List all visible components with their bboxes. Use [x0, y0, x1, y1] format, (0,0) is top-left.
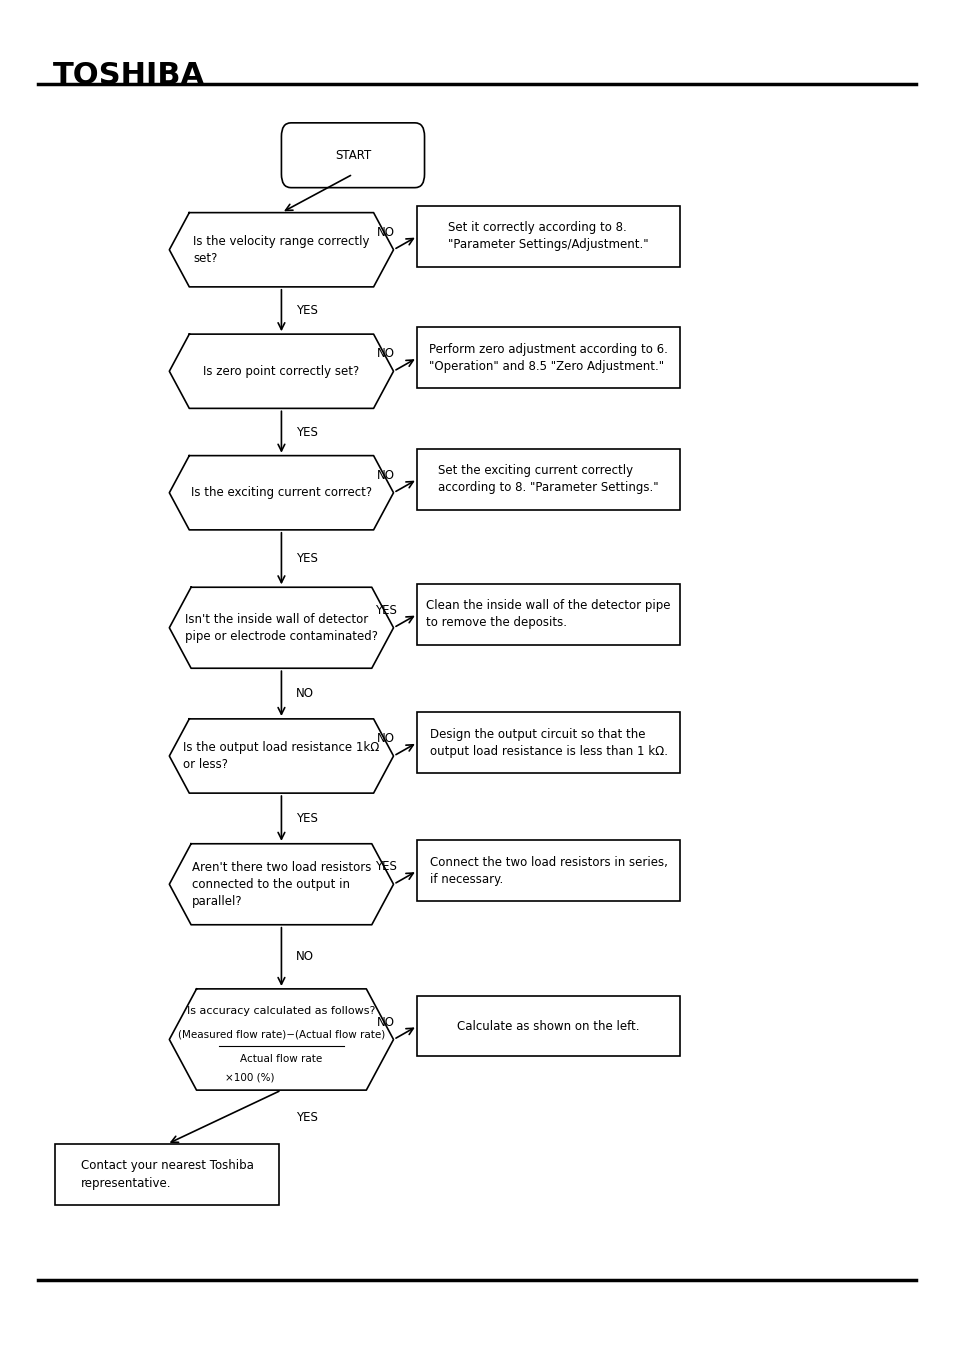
Text: NO: NO	[377, 225, 395, 239]
Text: Is the exciting current correct?: Is the exciting current correct?	[191, 486, 372, 500]
Text: Is the velocity range correctly
set?: Is the velocity range correctly set?	[193, 235, 370, 265]
Text: ×100 (%): ×100 (%)	[225, 1073, 274, 1083]
Text: Isn't the inside wall of detector
pipe or electrode contaminated?: Isn't the inside wall of detector pipe o…	[185, 613, 377, 643]
Text: Clean the inside wall of the detector pipe
to remove the deposits.: Clean the inside wall of the detector pi…	[426, 599, 670, 629]
Text: Calculate as shown on the left.: Calculate as shown on the left.	[456, 1019, 639, 1033]
Bar	[416, 583, 679, 645]
Bar	[416, 713, 679, 774]
Text: Connect the two load resistors in series,
if necessary.: Connect the two load resistors in series…	[429, 856, 667, 886]
Text: YES: YES	[295, 304, 317, 317]
Text: (Measured flow rate)−(Actual flow rate): (Measured flow rate)−(Actual flow rate)	[177, 1030, 385, 1040]
Bar	[55, 1143, 278, 1204]
Text: Is zero point correctly set?: Is zero point correctly set?	[203, 364, 359, 378]
Text: Contact your nearest Toshiba
representative.: Contact your nearest Toshiba representat…	[80, 1160, 253, 1189]
Text: NO: NO	[377, 732, 395, 745]
Text: YES: YES	[375, 603, 396, 617]
Bar	[416, 448, 679, 509]
Text: TOSHIBA: TOSHIBA	[52, 61, 204, 89]
Text: YES: YES	[295, 425, 317, 439]
Text: Set it correctly according to 8.
"Parameter Settings/Adjustment.": Set it correctly according to 8. "Parame…	[448, 221, 648, 251]
Text: YES: YES	[295, 811, 317, 825]
Text: Actual flow rate: Actual flow rate	[240, 1054, 322, 1064]
Bar	[416, 996, 679, 1056]
Text: Is accuracy calculated as follows?: Is accuracy calculated as follows?	[187, 1006, 375, 1017]
Text: YES: YES	[295, 552, 317, 566]
Text: NO: NO	[377, 347, 395, 360]
Text: Aren't there two load resistors
connected to the output in
parallel?: Aren't there two load resistors connecte…	[192, 861, 371, 907]
Text: NO: NO	[377, 468, 395, 482]
Text: Set the exciting current correctly
according to 8. "Parameter Settings.": Set the exciting current correctly accor…	[437, 464, 659, 494]
Text: NO: NO	[377, 1015, 395, 1029]
Text: NO: NO	[295, 950, 314, 964]
Bar	[416, 328, 679, 389]
Text: YES: YES	[295, 1111, 317, 1123]
Text: START: START	[335, 148, 371, 162]
Bar	[416, 207, 679, 267]
Text: YES: YES	[375, 860, 396, 873]
Text: Perform zero adjustment according to 6.
"Operation" and 8.5 "Zero Adjustment.": Perform zero adjustment according to 6. …	[429, 343, 667, 373]
FancyBboxPatch shape	[281, 123, 424, 188]
Text: Design the output circuit so that the
output load resistance is less than 1 kΩ.: Design the output circuit so that the ou…	[429, 728, 667, 757]
Bar	[416, 840, 679, 902]
Text: NO: NO	[295, 687, 314, 701]
Text: Is the output load resistance 1kΩ
or less?: Is the output load resistance 1kΩ or les…	[183, 741, 379, 771]
